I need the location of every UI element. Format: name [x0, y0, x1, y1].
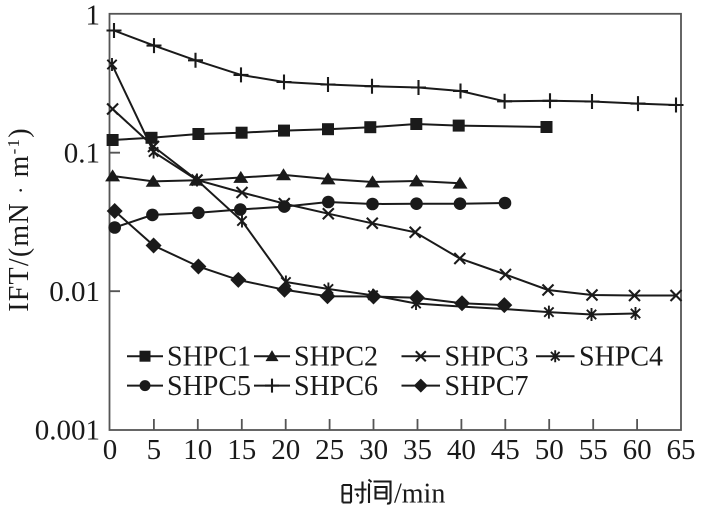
svg-text:40: 40 — [447, 434, 476, 466]
svg-text:SHPC2: SHPC2 — [294, 342, 378, 373]
svg-text:0.001: 0.001 — [35, 415, 100, 447]
svg-text:/min: /min — [394, 479, 445, 506]
svg-text:SHPC5: SHPC5 — [167, 371, 251, 402]
svg-text:SHPC3: SHPC3 — [445, 342, 529, 373]
svg-text:SHPC1: SHPC1 — [167, 342, 251, 373]
svg-text:45: 45 — [491, 434, 520, 466]
svg-text:30: 30 — [359, 434, 388, 466]
svg-text:65: 65 — [667, 434, 696, 466]
svg-text:35: 35 — [403, 434, 432, 466]
svg-text:60: 60 — [623, 434, 652, 466]
svg-text:0.01: 0.01 — [49, 276, 100, 308]
svg-text:SHPC7: SHPC7 — [445, 371, 529, 402]
svg-text:SHPC6: SHPC6 — [294, 371, 378, 402]
svg-text:50: 50 — [535, 434, 564, 466]
svg-text:15: 15 — [227, 434, 256, 466]
svg-text:1: 1 — [86, 0, 101, 32]
svg-text:10: 10 — [183, 434, 212, 466]
svg-text:55: 55 — [579, 434, 608, 466]
svg-text:SHPC4: SHPC4 — [579, 342, 663, 373]
svg-text:5: 5 — [147, 434, 162, 466]
svg-text:25: 25 — [315, 434, 344, 466]
svg-text:0: 0 — [103, 434, 118, 466]
svg-text:20: 20 — [271, 434, 300, 466]
svg-text:IFT/(mN · m-1): IFT/(mN · m-1) — [4, 127, 35, 312]
svg-text:0.1: 0.1 — [64, 138, 100, 170]
